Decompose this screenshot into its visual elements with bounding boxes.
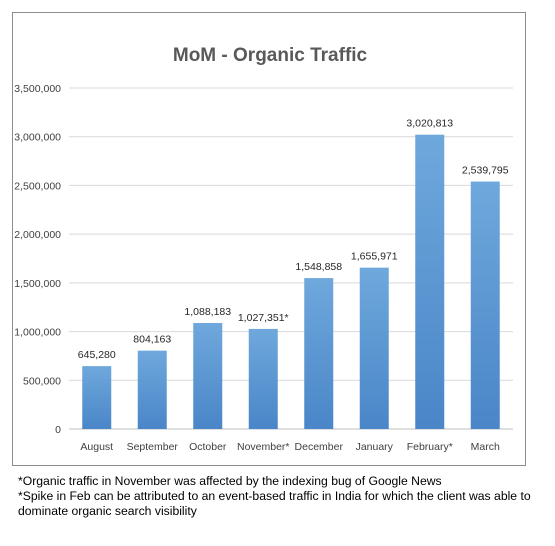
x-category-label: October: [189, 441, 227, 453]
chart-title: MoM - Organic Traffic: [173, 45, 368, 66]
bar-value-label: 804,163: [133, 334, 171, 346]
bar: [304, 278, 334, 429]
bar: [248, 328, 278, 429]
x-category-label: March: [471, 441, 500, 453]
y-tick-label: 1,500,000: [14, 278, 61, 290]
bar-value-label: 1,027,351*: [238, 312, 289, 324]
chart-frame: MoM - Organic Traffic 0 500,000 1,000,000 1…: [12, 12, 526, 466]
bar-value-label: 1,548,858: [295, 261, 342, 273]
y-tick-label: 500,000: [23, 375, 61, 387]
bar: [359, 267, 389, 429]
y-tick-label: 3,000,000: [14, 132, 61, 144]
bars: [82, 134, 500, 429]
x-category-label: August: [80, 441, 113, 453]
bar: [137, 350, 167, 429]
bar: [82, 366, 112, 429]
bar: [415, 134, 445, 429]
bar-value-label: 1,088,183: [184, 306, 231, 318]
y-tick-label: 3,500,000: [14, 83, 61, 95]
y-tick-label: 1,000,000: [14, 327, 61, 339]
y-tick-label: 2,500,000: [14, 180, 61, 192]
x-category-label: September: [127, 441, 179, 453]
bar-chart: MoM - Organic Traffic 0 500,000 1,000,000 1…: [14, 45, 513, 453]
footnotes: *Organic traffic in November was affecte…: [18, 474, 538, 519]
bar: [193, 322, 223, 429]
bar-value-label: 3,020,813: [406, 118, 453, 130]
x-axis-category-labels: August September October November* December J…: [80, 441, 500, 453]
data-labels: 645,280 804,163 1,088,183 1,027,351* 1,548,8…: [78, 118, 509, 361]
bar: [470, 181, 500, 429]
footnote-november: *Organic traffic in November was affecte…: [18, 474, 442, 488]
x-category-label: December: [295, 441, 344, 453]
y-tick-label: 0: [55, 424, 61, 436]
bar-value-label: 1,655,971: [351, 251, 398, 263]
bar-value-label: 645,280: [78, 349, 116, 361]
x-category-label: November*: [237, 441, 290, 453]
y-tick-label: 2,000,000: [14, 229, 61, 241]
gridlines: [69, 87, 513, 430]
x-category-label: February*: [407, 441, 453, 453]
footnote-february: *Spike in Feb can be attributed to an ev…: [18, 489, 531, 518]
y-axis-tick-labels: 0 500,000 1,000,000 1,500,000 2,000,000 2,500…: [14, 83, 61, 436]
bar-value-label: 2,539,795: [462, 165, 509, 177]
x-category-label: January: [356, 441, 394, 453]
